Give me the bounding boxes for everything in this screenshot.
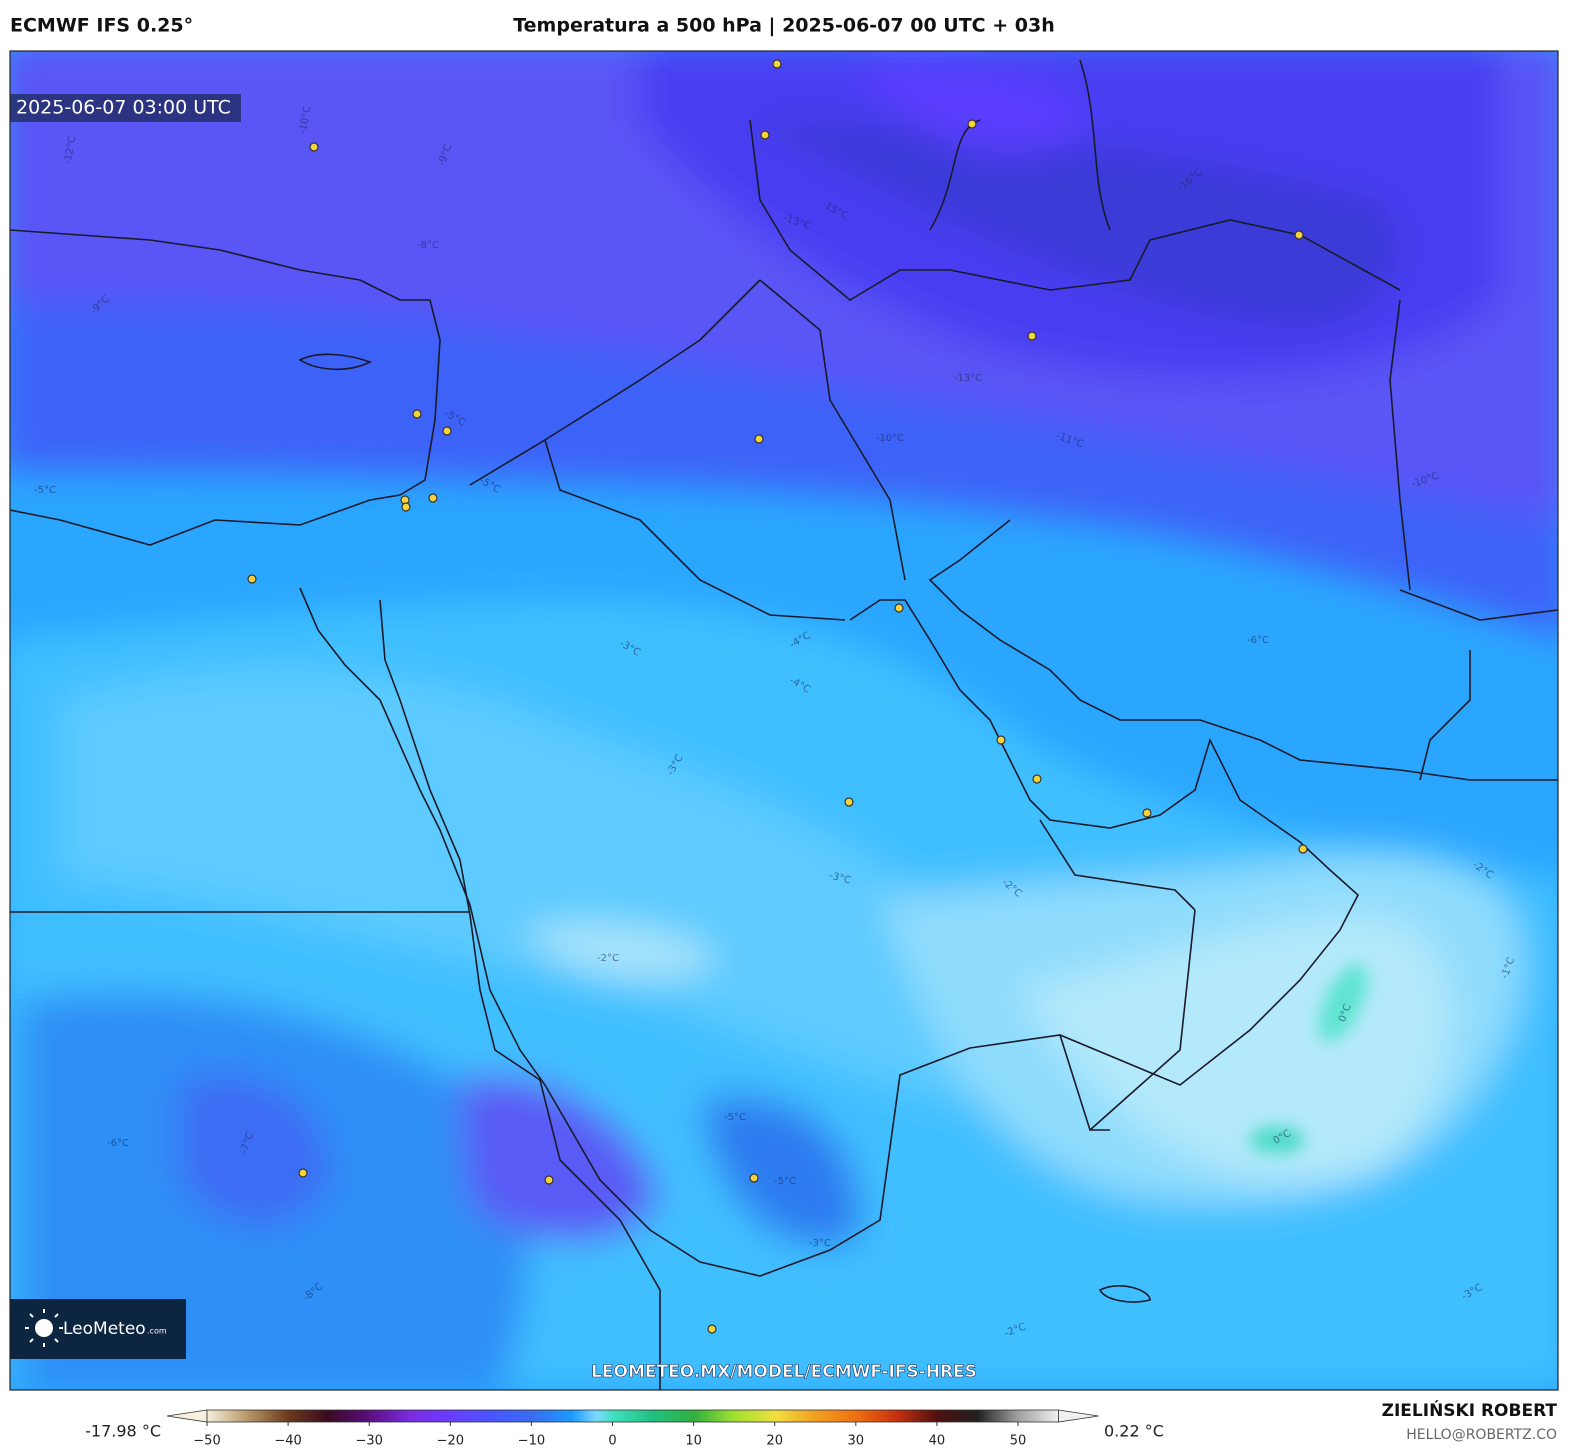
- logo-sun: [25, 1309, 63, 1347]
- colorbar-tick-label: −50: [193, 1434, 220, 1449]
- contour-label: -6°C: [107, 1138, 129, 1149]
- contour-label: -3°C: [809, 1238, 831, 1249]
- contour-label: -2°C: [597, 953, 619, 964]
- colorbar-tick-label: −40: [274, 1434, 301, 1449]
- contour-label: -3°C: [828, 870, 852, 886]
- logo-suffix: .com: [147, 1327, 167, 1336]
- contour-label: -8°C: [417, 240, 439, 251]
- colorbar-tick-label: 0: [608, 1434, 616, 1449]
- temperature-field: [10, 51, 1558, 1390]
- contour-label: -6°C: [1247, 635, 1269, 646]
- contour-label: -5°C: [774, 1176, 796, 1187]
- min-value: -17.98 °C: [85, 1422, 161, 1441]
- contour-label: -10°C: [876, 433, 904, 444]
- city-markers: [247, 59, 1308, 1334]
- map-frame: [9, 50, 1559, 1391]
- time-box: [10, 94, 241, 122]
- colorbar: −50 −40 −30 −20 −10 0 10 20 30 40 50: [166, 1409, 1099, 1449]
- colorbar-gradient: [206, 1409, 1059, 1423]
- colorbar-max-arrow: [1058, 1409, 1099, 1423]
- colorbar-tick-label: 50: [1010, 1434, 1027, 1449]
- colorbar-tick-label: 10: [685, 1434, 702, 1449]
- colorbar-tick-label: 30: [848, 1434, 865, 1449]
- colorbar-tick-label: 20: [766, 1434, 783, 1449]
- contour-label: -5°C: [724, 1112, 746, 1123]
- contour-label: -12°C: [63, 135, 79, 165]
- contour-label: -13°C: [954, 373, 982, 384]
- colorbar-min-arrow: [166, 1409, 208, 1423]
- coastlines: [10, 59, 1558, 1390]
- logo-name: LeoMeteo: [63, 1319, 146, 1339]
- source-url: LEOMETEO.MX/MODEL/ECMWF-IFS-HRES: [591, 1362, 977, 1382]
- map: -12°C-10°C-9°C-8°C-9°C-13°C-15°C-16°C-13…: [10, 51, 1558, 1390]
- colorbar-tick-label: −30: [355, 1434, 382, 1449]
- contour-label: -10°C: [298, 105, 314, 135]
- colorbar-tick-label: −10: [518, 1434, 545, 1449]
- model-name: ECMWF IFS 0.25°: [10, 15, 193, 37]
- valid-time: 2025-06-07 03:00 UTC: [16, 97, 231, 119]
- max-value: 0.22 °C: [1104, 1422, 1164, 1441]
- author-email: HELLO@ROBERTZ.CO: [1406, 1427, 1557, 1443]
- contour-label: -5°C: [34, 485, 56, 496]
- chart-title: Temperatura a 500 hPa | 2025-06-07 00 UT…: [513, 15, 1055, 37]
- colorbar-tick-label: 40: [929, 1434, 946, 1449]
- author: ZIELIŃSKI ROBERT: [1382, 1399, 1558, 1421]
- warm-spots: [1249, 964, 1368, 1154]
- colorbar-tick-label: −20: [437, 1434, 464, 1449]
